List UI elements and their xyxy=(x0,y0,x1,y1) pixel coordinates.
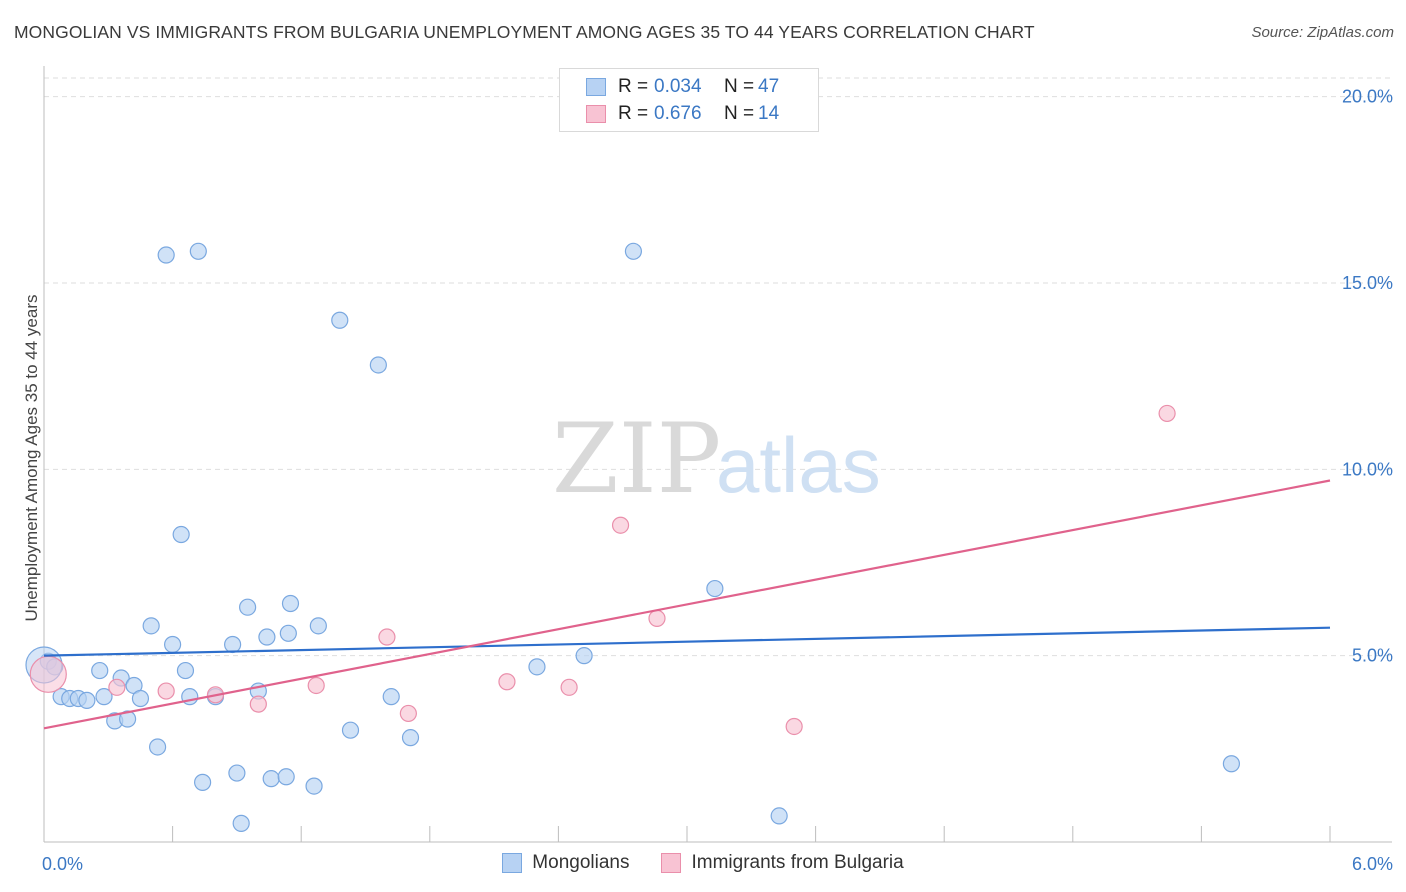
mongolian-point xyxy=(624,242,643,260)
trend-lines xyxy=(43,479,1331,730)
bulgaria-point xyxy=(399,704,417,723)
bulgaria-point xyxy=(785,717,803,736)
mongolian-point xyxy=(1222,755,1241,773)
data-points xyxy=(25,242,1241,832)
legend-row-mongolians: R = 0.034 N = 47 xyxy=(586,76,779,98)
x-tick-label: 0.0% xyxy=(42,854,83,874)
bulgaria-point xyxy=(249,695,267,713)
y-tick-label: 10.0% xyxy=(1342,459,1393,479)
mongolian-point xyxy=(281,594,300,613)
mongolian-point xyxy=(194,773,212,791)
mongolian-point xyxy=(172,525,190,544)
bulgaria-point xyxy=(108,678,126,696)
mongolian-point xyxy=(305,777,323,795)
watermark: ZIP atlas xyxy=(552,403,881,515)
mongolian-point xyxy=(157,246,175,264)
mongolian-point xyxy=(277,768,295,786)
y-axis-label: Unemployment Among Ages 35 to 44 years xyxy=(22,295,41,622)
source-label: Source: ZipAtlas.com xyxy=(1251,24,1394,41)
mongolian-point xyxy=(95,688,113,706)
bulgaria-trend-line xyxy=(43,479,1331,730)
legend-r-label: R = xyxy=(618,76,649,97)
gridlines xyxy=(44,77,1392,657)
legend-r-value: 0.676 xyxy=(654,103,702,124)
mongolian-point xyxy=(131,689,150,708)
mongolian-point xyxy=(118,710,137,728)
bulgaria-point xyxy=(498,673,516,691)
legend-r-label: R = xyxy=(618,103,649,124)
mongolian-point xyxy=(262,770,280,788)
y-tick-label: 15.0% xyxy=(1342,273,1393,293)
legend-r-value: 0.034 xyxy=(654,76,702,97)
legend-n-value: 47 xyxy=(758,76,780,97)
chart-title: MONGOLIAN VS IMMIGRANTS FROM BULGARIA UN… xyxy=(14,22,1035,42)
legend-swatch-blue xyxy=(586,78,606,96)
mongolian-point xyxy=(309,617,327,635)
y-tick-label: 5.0% xyxy=(1352,646,1393,666)
mongolian-point xyxy=(164,635,182,654)
bulgaria-point xyxy=(307,676,325,695)
legend-label: Immigrants from Bulgaria xyxy=(691,852,904,873)
bulgaria-point xyxy=(157,682,175,700)
mongolian-trend-line xyxy=(43,626,1331,657)
bulgaria-point xyxy=(1158,404,1176,423)
legend-swatch-pink xyxy=(661,853,682,873)
series-legend: Mongolians Immigrants from Bulgaria xyxy=(0,852,1406,874)
mongolian-point xyxy=(279,624,297,642)
bulgaria-point xyxy=(611,516,630,534)
mongolian-point xyxy=(706,579,724,598)
watermark-atlas: atlas xyxy=(716,421,881,509)
x-tick-label: 6.0% xyxy=(1352,854,1393,874)
mongolian-point xyxy=(528,658,546,676)
mongolian-point xyxy=(232,814,250,832)
mongolian-point xyxy=(189,242,207,260)
bulgaria-point xyxy=(29,655,67,693)
mongolian-point xyxy=(176,661,195,680)
mongolian-point xyxy=(369,356,387,374)
mongolian-point xyxy=(382,688,400,706)
axes: 5.0% 10.0% 15.0% 20.0% 0.0% 6.0% xyxy=(42,66,1393,874)
legend-row-bulgaria: R = 0.676 N = 14 xyxy=(586,103,779,125)
mongolian-point xyxy=(239,598,257,616)
legend-swatch-pink xyxy=(586,105,606,123)
legend-label: Mongolians xyxy=(532,852,630,873)
legend-item-bulgaria[interactable]: Immigrants from Bulgaria xyxy=(661,852,904,874)
mongolian-point xyxy=(575,647,593,665)
mongolian-point xyxy=(78,691,96,709)
bulgaria-point xyxy=(378,628,396,646)
mongolian-point xyxy=(148,738,167,756)
watermark-zip: ZIP xyxy=(552,403,721,515)
mongolian-point xyxy=(331,311,349,329)
legend-n-label: N = xyxy=(724,103,755,124)
correlation-legend: R = 0.034 N = 47 R = 0.676 N = 14 xyxy=(559,68,819,132)
legend-item-mongolians[interactable]: Mongolians xyxy=(502,852,629,874)
mongolian-point xyxy=(401,729,420,747)
legend-n-label: N = xyxy=(724,76,755,97)
y-tick-label: 20.0% xyxy=(1342,87,1393,107)
mongolian-point xyxy=(770,807,788,825)
mongolian-point xyxy=(228,764,246,782)
legend-swatch-blue xyxy=(502,853,523,873)
mongolian-point xyxy=(91,661,109,680)
mongolian-point xyxy=(224,635,242,654)
legend-n-value: 14 xyxy=(758,103,780,124)
mongolian-point xyxy=(142,617,160,635)
mongolian-point xyxy=(258,628,276,646)
bulgaria-point xyxy=(648,609,666,627)
bulgaria-point xyxy=(560,678,578,696)
mongolian-point xyxy=(341,721,360,739)
